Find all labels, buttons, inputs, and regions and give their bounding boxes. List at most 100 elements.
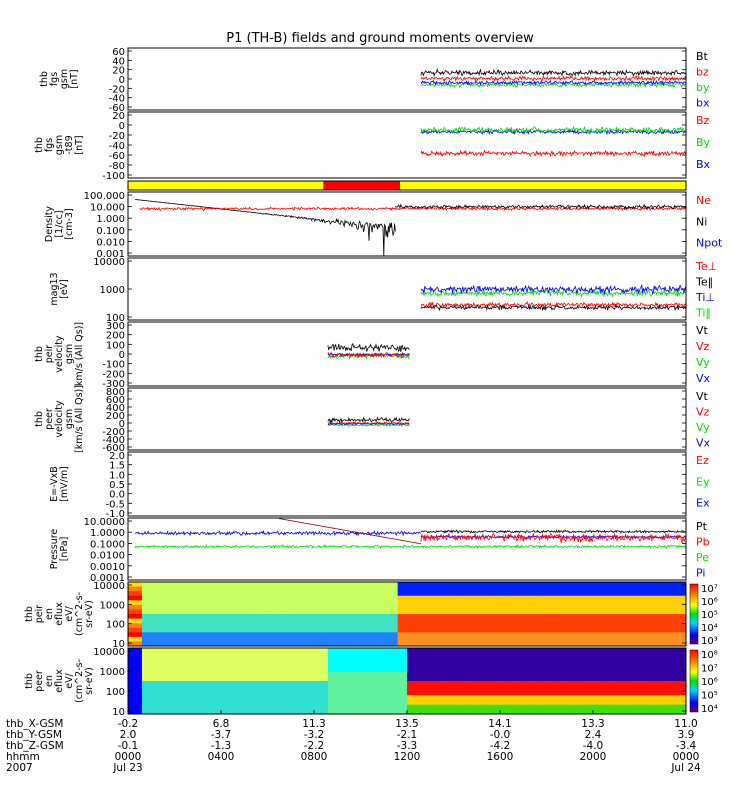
spectrogram-cell xyxy=(197,632,203,638)
spectrogram-cell xyxy=(355,618,361,624)
spectrogram-cell xyxy=(411,676,417,682)
spectrogram-cell xyxy=(472,657,478,663)
spectrogram-cell xyxy=(630,657,636,663)
spectrogram-cell xyxy=(207,627,213,633)
spectrogram-cell xyxy=(500,690,506,696)
spectrogram-cell xyxy=(551,595,557,601)
spectrogram-cell xyxy=(276,662,282,668)
spectrogram-cell xyxy=(393,582,399,588)
spectrogram-cell xyxy=(309,609,315,615)
spectrogram-cell xyxy=(490,627,496,633)
spectrogram-cell xyxy=(360,595,366,601)
spectrogram-cell xyxy=(476,582,482,588)
spectrogram-cell xyxy=(327,595,334,601)
spectrogram-cell xyxy=(258,690,264,696)
spectrogram-cell xyxy=(216,614,222,620)
spectrogram-cell xyxy=(504,652,510,658)
spectrogram-cell xyxy=(588,582,594,588)
spectrogram-cell xyxy=(290,648,296,654)
spectrogram-cell xyxy=(365,600,371,606)
spectrogram-cell xyxy=(583,681,589,687)
spectrogram-cell xyxy=(341,595,348,601)
spectrogram-cell xyxy=(248,586,255,592)
spectrogram-cell xyxy=(611,609,617,615)
y-tick-label: -300 xyxy=(102,379,125,390)
spectrogram-cell xyxy=(448,623,454,629)
spectrogram-cell xyxy=(267,636,273,642)
spectrogram-cell xyxy=(448,681,454,687)
spectrogram-cell xyxy=(216,685,222,691)
spectrogram-cell xyxy=(476,595,482,601)
spectrogram-cell xyxy=(332,591,338,597)
spectrogram-cell xyxy=(183,604,189,610)
spectrogram-cell xyxy=(369,699,375,706)
spectrogram-cell xyxy=(541,662,547,668)
spectrogram-cell xyxy=(602,609,608,615)
spectrogram-cell xyxy=(518,582,524,588)
spectrogram-cell xyxy=(155,666,162,673)
spectrogram-cell xyxy=(281,591,287,597)
spectrogram-cell xyxy=(207,604,213,610)
spectrogram-cell xyxy=(546,671,552,677)
spectrogram-cell xyxy=(225,709,231,715)
spectrogram-cell xyxy=(620,648,627,654)
spectrogram-cell xyxy=(407,632,413,638)
spectrogram-cell xyxy=(169,662,175,668)
spectrogram-cell xyxy=(207,632,213,638)
spectrogram-cell xyxy=(281,657,287,663)
spectrogram-cell xyxy=(588,586,594,592)
spectrogram-cell xyxy=(295,582,301,588)
colorbar-tick-label: 10⁴ xyxy=(701,704,718,715)
spectrogram-cell xyxy=(486,595,492,601)
spectrogram-cell xyxy=(565,586,571,592)
spectrogram-cell xyxy=(648,652,654,658)
spectrogram-cell xyxy=(244,609,250,615)
spectrogram-cell xyxy=(541,695,547,701)
spectrogram-cell xyxy=(439,666,445,673)
spectrogram-cell xyxy=(513,676,520,682)
spectrogram-cell xyxy=(676,636,682,642)
spectrogram-cell xyxy=(658,595,664,601)
spectrogram-cell xyxy=(323,623,329,629)
spectrogram-cell xyxy=(551,648,557,654)
spectrogram-cell xyxy=(155,604,162,610)
spectrogram-cell xyxy=(560,685,566,691)
spectrogram-cell xyxy=(513,704,520,710)
spectrogram-cell xyxy=(606,609,613,615)
spectrogram-cell xyxy=(341,699,348,706)
spectrogram-cell xyxy=(513,648,520,654)
spectrogram-cell xyxy=(676,595,682,601)
spectrogram-cell xyxy=(360,662,366,668)
spectrogram-cell xyxy=(439,652,445,658)
spectrogram-cell xyxy=(281,582,287,588)
spectrogram-cell xyxy=(653,676,659,682)
spectrogram-cell xyxy=(323,618,329,624)
spectrogram-cell xyxy=(360,657,366,663)
spectrogram-cell xyxy=(295,604,301,610)
spectrogram-cell xyxy=(388,627,394,633)
spectrogram-cell xyxy=(276,690,282,696)
spectrogram-cell xyxy=(425,695,431,701)
spectrogram-cell xyxy=(137,595,143,601)
spectrogram-cell xyxy=(304,591,310,597)
spectrogram-cell xyxy=(560,662,566,668)
spectrogram-cell xyxy=(620,657,627,663)
spectrogram-cell xyxy=(527,595,534,601)
spectrogram-cell xyxy=(444,652,450,658)
spectrogram-cell xyxy=(267,662,273,668)
spectrogram-cell xyxy=(458,704,464,710)
spectrogram-cell xyxy=(416,690,422,696)
spectrogram-cell xyxy=(537,685,543,691)
spectrogram-cell xyxy=(448,636,454,642)
spectrogram-cell xyxy=(620,636,627,642)
legend-entry: Vt xyxy=(696,390,709,403)
spectrogram-cell xyxy=(625,652,631,658)
spectrogram-cell xyxy=(574,600,580,606)
spectrogram-cell xyxy=(202,709,208,715)
spectrogram-cell xyxy=(179,704,185,710)
spectrogram-cell xyxy=(486,632,492,638)
spectrogram-cell xyxy=(486,618,492,624)
spectrogram-cell xyxy=(518,699,524,706)
spectrogram-cell xyxy=(318,690,324,696)
spectrogram-cell xyxy=(383,652,389,658)
